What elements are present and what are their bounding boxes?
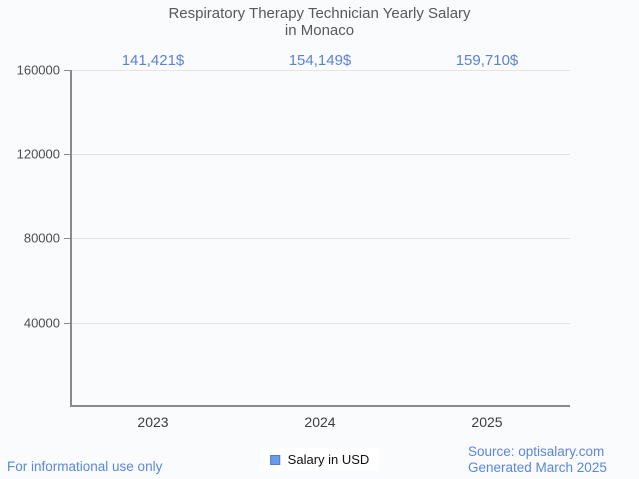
y-axis-tick xyxy=(64,154,70,155)
legend: Salary in USD xyxy=(259,448,380,471)
x-axis-label-2023: 2023 xyxy=(137,414,169,430)
plot-area: 160000 120000 80000 40000 xyxy=(17,63,570,407)
gridline xyxy=(72,323,570,324)
x-axis-label-2025: 2025 xyxy=(471,414,503,430)
legend-label: Salary in USD xyxy=(287,452,370,467)
legend-marker-icon xyxy=(269,454,280,465)
disclaimer-text: For informational use only xyxy=(7,459,163,474)
bar-value-label-2023: 141,421$ xyxy=(121,52,185,69)
y-axis-tick xyxy=(64,238,70,239)
gridline xyxy=(72,238,570,239)
y-axis-label-120000: 120000 xyxy=(16,146,60,162)
chart-title: Respiratory Therapy Technician Yearly Sa… xyxy=(0,5,639,39)
y-axis-tick xyxy=(64,323,70,324)
source-block: Source: optisalary.com Generated March 2… xyxy=(468,444,607,476)
bar-value-label-2025: 159,710$ xyxy=(455,52,519,69)
y-axis-label-160000: 160000 xyxy=(16,62,60,78)
gridline xyxy=(72,70,570,71)
chart-title-line1: Respiratory Therapy Technician Yearly Sa… xyxy=(168,5,471,22)
gridline xyxy=(72,154,570,155)
chart-title-line2: in Monaco xyxy=(284,22,355,39)
y-axis-tick xyxy=(64,70,70,71)
generated-text: Generated March 2025 xyxy=(468,460,607,475)
bar-value-label-2024: 154,149$ xyxy=(288,52,352,69)
source-text: Source: optisalary.com xyxy=(468,444,605,459)
x-axis-label-2024: 2024 xyxy=(304,414,336,430)
y-axis-label-40000: 40000 xyxy=(23,315,60,331)
y-axis-label-80000: 80000 xyxy=(23,230,60,246)
